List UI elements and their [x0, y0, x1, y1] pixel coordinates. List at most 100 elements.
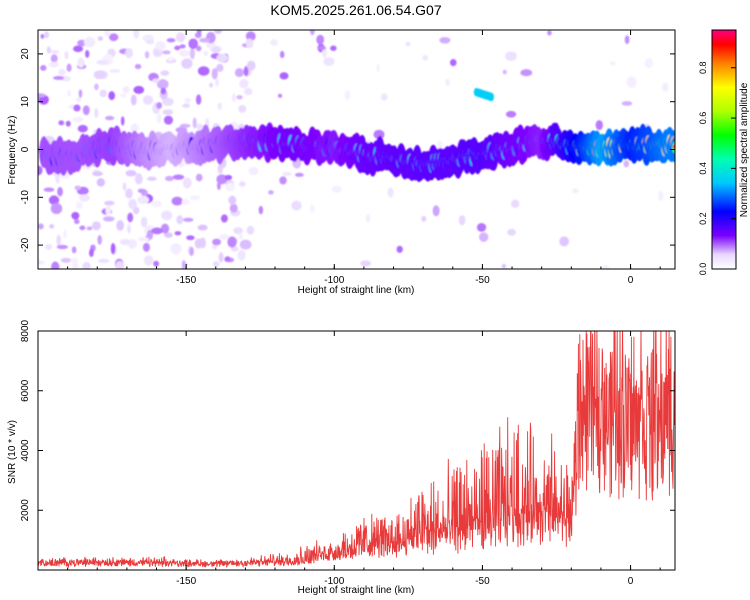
noise-speck — [162, 109, 174, 116]
noise-speck — [156, 112, 162, 124]
noise-speck — [511, 199, 520, 209]
noise-speck — [268, 190, 274, 195]
x-tick-label: 0 — [628, 275, 634, 286]
noise-speck — [162, 97, 174, 106]
noise-speck — [216, 53, 229, 63]
noise-speck — [60, 257, 71, 263]
noise-speck — [99, 89, 108, 98]
noise-speck — [38, 93, 46, 98]
noise-speck — [137, 236, 150, 242]
noise-speck — [196, 30, 202, 36]
noise-speck — [182, 217, 194, 222]
noise-speck — [501, 263, 506, 269]
noise-speck — [245, 38, 254, 49]
noise-speck — [74, 185, 82, 191]
noise-speck — [105, 115, 115, 121]
noise-speck — [105, 205, 112, 216]
figure-title: KOM5.2025.261.06.54.G07 — [270, 2, 441, 18]
noise-speck — [98, 258, 110, 264]
colorbar-gradient — [711, 29, 737, 270]
noise-speck — [227, 236, 237, 248]
noise-speck — [294, 172, 304, 177]
noise-speck — [282, 171, 292, 176]
noise-speck — [224, 174, 233, 181]
noise-speck — [422, 54, 429, 61]
noise-speck — [92, 171, 103, 177]
noise-speck — [125, 188, 133, 199]
noise-speck — [134, 173, 143, 185]
noise-speck — [97, 36, 104, 41]
noise-speck — [238, 233, 244, 240]
noise-speck — [70, 257, 79, 264]
x-tick-label: -50 — [475, 275, 490, 286]
noise-speck — [153, 260, 160, 267]
colorbar-tick-label: 0.6 — [698, 112, 708, 125]
noise-speck — [220, 214, 228, 223]
colorbar-ticks: 0.0 0.2 0.4 0.6 0.8 — [698, 61, 736, 275]
noise-speck — [317, 45, 326, 50]
snr-panel: -150 -100 -50 0 2000 4000 6000 8000 Height of … — [7, 319, 676, 596]
noise-speck — [216, 63, 224, 72]
snr-series-line — [38, 331, 675, 569]
noise-speck — [309, 30, 315, 36]
noise-speck — [182, 177, 192, 189]
colorbar-tick-label: 0.0 — [698, 263, 708, 276]
noise-speck — [160, 70, 170, 76]
colorbar-tick-label: 0.4 — [698, 162, 708, 175]
y-tick-label: 10 — [20, 96, 31, 108]
noise-speck — [182, 103, 191, 108]
noise-speck — [360, 260, 372, 267]
noise-speck — [137, 195, 150, 205]
noise-speck — [331, 185, 343, 193]
noise-speck — [373, 129, 385, 140]
noise-speck — [171, 196, 183, 206]
noise-speck — [602, 264, 610, 269]
noise-speck — [225, 183, 236, 192]
y-tick-label: -10 — [20, 190, 31, 205]
noise-speck — [40, 65, 47, 71]
noise-speck — [94, 108, 99, 118]
spectrogram-ylabel: Frequency (Hz) — [7, 116, 18, 185]
noise-speck — [188, 38, 199, 49]
spectrogram-xlabel: Height of straight line (km) — [298, 285, 415, 296]
noise-speck — [175, 32, 186, 43]
noise-speck — [507, 228, 516, 236]
noise-speck — [50, 49, 60, 55]
noise-speck — [108, 33, 119, 42]
noise-speck — [85, 50, 90, 58]
noise-speck — [104, 30, 111, 38]
noise-speck — [572, 188, 579, 194]
noise-speck — [89, 248, 94, 257]
y-tick-label: -20 — [20, 237, 31, 252]
noise-speck — [94, 83, 99, 91]
noise-speck — [53, 76, 65, 80]
noise-speck — [439, 36, 451, 44]
noise-speck — [179, 44, 186, 49]
noise-speck — [365, 213, 371, 223]
noise-speck — [144, 51, 150, 59]
noise-speck — [164, 175, 174, 182]
noise-speck — [142, 242, 150, 252]
noise-speck — [176, 215, 184, 225]
noise-speck — [56, 234, 62, 247]
noise-speck — [155, 41, 166, 51]
noise-speck — [458, 215, 466, 226]
noise-speck — [163, 232, 173, 238]
noise-speck — [238, 181, 246, 187]
noise-speck — [170, 242, 182, 255]
noise-speck — [38, 223, 44, 230]
noise-speck — [157, 79, 169, 90]
noise-speck — [55, 172, 60, 184]
noise-speck — [120, 93, 127, 98]
noise-speck — [58, 68, 66, 76]
noise-speck — [71, 211, 80, 220]
noise-speck — [116, 220, 125, 231]
noise-speck — [214, 30, 222, 34]
noise-speck — [421, 215, 427, 222]
noise-speck — [217, 102, 222, 110]
noise-speck — [77, 57, 85, 68]
noise-speck — [405, 42, 411, 47]
noise-speck — [166, 38, 176, 43]
noise-speck — [228, 195, 237, 206]
noise-speck — [93, 70, 105, 80]
